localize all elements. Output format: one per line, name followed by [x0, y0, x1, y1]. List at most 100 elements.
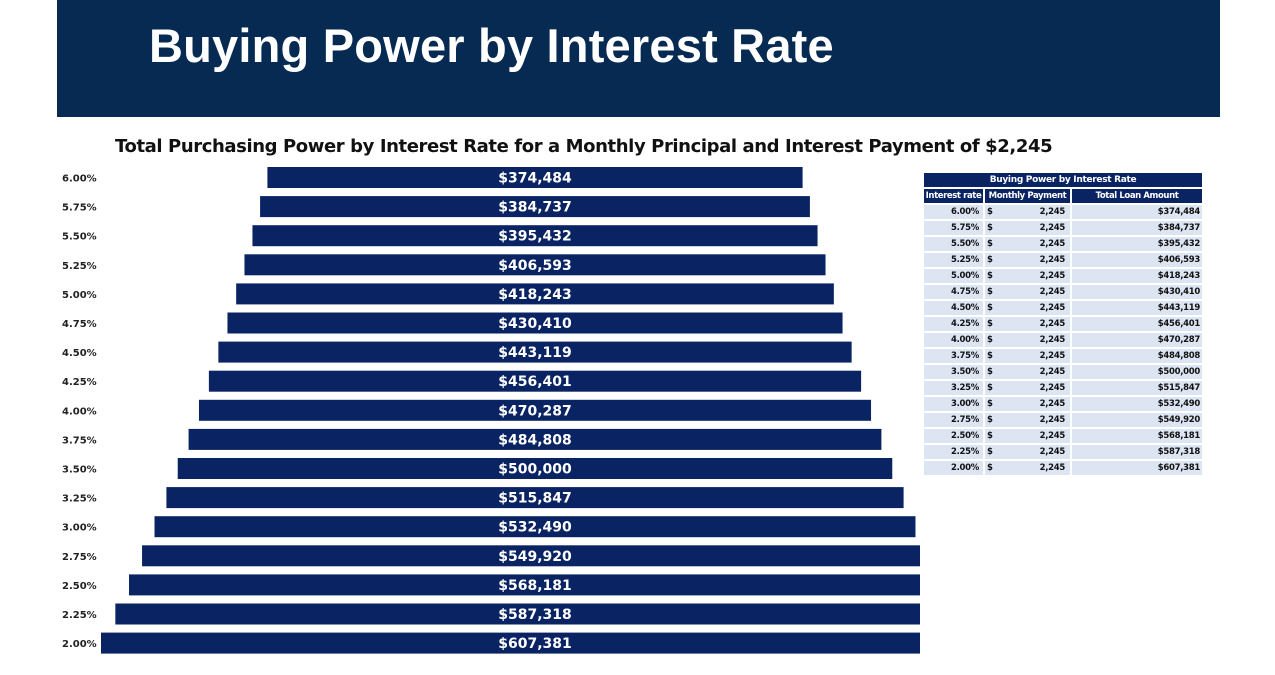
cell-interest-rate: 3.25% — [924, 381, 983, 395]
cell-total-loan-amount: $549,920 — [1072, 413, 1202, 427]
cell-monthly-payment: $2,245 — [985, 349, 1070, 363]
bar-value-label: $532,490 — [498, 520, 572, 536]
cell-monthly-payment: $2,245 — [985, 317, 1070, 331]
currency-symbol: $ — [987, 431, 993, 441]
payment-value: 2,245 — [1039, 287, 1066, 297]
currency-symbol: $ — [987, 335, 993, 345]
cell-total-loan-amount: $406,593 — [1072, 253, 1202, 267]
cell-total-loan-amount: $587,318 — [1072, 445, 1202, 459]
cell-interest-rate: 5.75% — [924, 221, 983, 235]
y-tick-label: 5.00% — [62, 290, 97, 301]
currency-symbol: $ — [987, 399, 993, 409]
bar-value-label: $384,737 — [498, 200, 572, 216]
cell-interest-rate: 4.75% — [924, 285, 983, 299]
bar — [101, 632, 920, 654]
payment-value: 2,245 — [1039, 239, 1066, 249]
bar-value-label: $568,181 — [498, 578, 572, 594]
bar-value-label: $515,847 — [498, 491, 572, 507]
bar-value-label: $607,381 — [498, 636, 572, 652]
table-row: 3.50% $2,245 $500,000 — [924, 365, 1202, 379]
bar — [267, 167, 803, 188]
bar — [227, 312, 843, 334]
cell-total-loan-amount: $384,737 — [1072, 221, 1202, 235]
bar-value-label: $549,920 — [498, 549, 572, 565]
cell-interest-rate: 4.00% — [924, 333, 983, 347]
cell-total-loan-amount: $395,432 — [1072, 237, 1202, 251]
bar — [129, 574, 920, 596]
bar-value-label: $484,808 — [498, 432, 572, 448]
bar — [166, 487, 904, 509]
cell-total-loan-amount: $470,287 — [1072, 333, 1202, 347]
payment-value: 2,245 — [1039, 303, 1066, 313]
bar-value-label: $430,410 — [498, 316, 572, 332]
payment-value: 2,245 — [1039, 335, 1066, 345]
cell-monthly-payment: $2,245 — [985, 365, 1070, 379]
cell-interest-rate: 5.50% — [924, 237, 983, 251]
chart-title: Total Purchasing Power by Interest Rate … — [115, 136, 1053, 157]
table-row: 4.00% $2,245 $470,287 — [924, 333, 1202, 347]
cell-monthly-payment: $2,245 — [985, 413, 1070, 427]
table-row: 4.75% $2,245 $430,410 — [924, 285, 1202, 299]
header-total-loan-amount: Total Loan Amount — [1072, 189, 1202, 203]
payment-value: 2,245 — [1039, 223, 1066, 233]
payment-value: 2,245 — [1039, 319, 1066, 329]
table-row: 2.00% $2,245 $607,381 — [924, 461, 1202, 475]
payment-value: 2,245 — [1039, 207, 1066, 217]
currency-symbol: $ — [987, 447, 993, 457]
cell-interest-rate: 6.00% — [924, 205, 983, 219]
cell-monthly-payment: $2,245 — [985, 429, 1070, 443]
currency-symbol: $ — [987, 351, 993, 361]
header-interest-rate: Interest rate — [924, 189, 983, 203]
y-tick-label: 4.25% — [62, 377, 97, 388]
bar-chart: 6.00% $374,484 5.75% $384,737 5.50% $395,432 5… — [62, 167, 920, 654]
cell-total-loan-amount: $443,119 — [1072, 301, 1202, 315]
bar — [252, 225, 818, 247]
payment-value: 2,245 — [1039, 383, 1066, 393]
cell-monthly-payment: $2,245 — [985, 445, 1070, 459]
y-tick-label: 2.25% — [62, 610, 97, 621]
cell-monthly-payment: $2,245 — [985, 237, 1070, 251]
payment-value: 2,245 — [1039, 399, 1066, 409]
cell-monthly-payment: $2,245 — [985, 269, 1070, 283]
currency-symbol: $ — [987, 319, 993, 329]
cell-total-loan-amount: $456,401 — [1072, 317, 1202, 331]
currency-symbol: $ — [987, 255, 993, 265]
header-monthly-payment: Monthly Payment — [985, 189, 1070, 203]
bar-value-label: $443,119 — [498, 345, 572, 361]
cell-interest-rate: 2.50% — [924, 429, 983, 443]
table-row: 5.00% $2,245 $418,243 — [924, 269, 1202, 283]
cell-interest-rate: 2.75% — [924, 413, 983, 427]
cell-monthly-payment: $2,245 — [985, 285, 1070, 299]
currency-symbol: $ — [987, 271, 993, 281]
bar — [115, 603, 920, 625]
y-tick-label: 5.75% — [62, 203, 97, 214]
cell-total-loan-amount: $374,484 — [1072, 205, 1202, 219]
bar — [177, 458, 893, 479]
bar — [198, 399, 872, 421]
bar — [236, 283, 834, 305]
table-body: 6.00% $2,245 $374,484 5.75% $2,245 $384,737 5.… — [924, 205, 1202, 475]
cell-monthly-payment: $2,245 — [985, 381, 1070, 395]
table-row: 3.00% $2,245 $532,490 — [924, 397, 1202, 411]
payment-value: 2,245 — [1039, 367, 1066, 377]
cell-total-loan-amount: $418,243 — [1072, 269, 1202, 283]
cell-interest-rate: 5.25% — [924, 253, 983, 267]
bar-value-label: $470,287 — [498, 403, 572, 419]
cell-monthly-payment: $2,245 — [985, 221, 1070, 235]
header-banner: Buying Power by Interest Rate — [57, 0, 1220, 117]
cell-monthly-payment: $2,245 — [985, 253, 1070, 267]
y-tick-label: 2.75% — [62, 552, 97, 563]
currency-symbol: $ — [987, 223, 993, 233]
y-tick-label: 3.00% — [62, 523, 97, 534]
cell-interest-rate: 3.75% — [924, 349, 983, 363]
y-tick-label: 4.00% — [62, 406, 97, 417]
bar-value-label: $418,243 — [498, 287, 572, 303]
bar — [218, 341, 852, 363]
cell-interest-rate: 2.00% — [924, 461, 983, 475]
cell-interest-rate: 5.00% — [924, 269, 983, 283]
currency-symbol: $ — [987, 239, 993, 249]
cell-interest-rate: 4.50% — [924, 301, 983, 315]
payment-value: 2,245 — [1039, 431, 1066, 441]
y-tick-label: 4.75% — [62, 319, 97, 330]
bar-value-label: $587,318 — [498, 607, 572, 623]
